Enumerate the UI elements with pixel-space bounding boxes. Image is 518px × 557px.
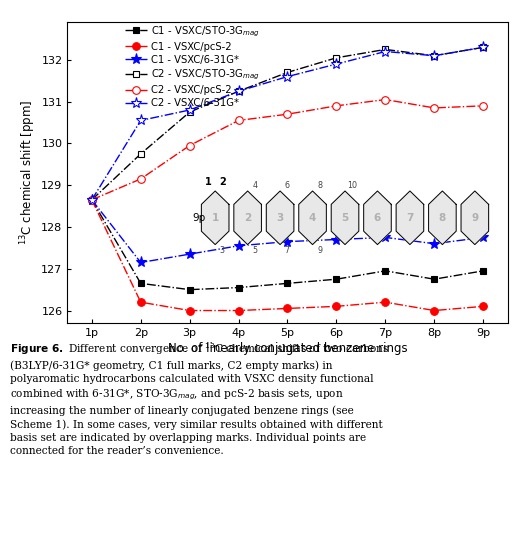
C2 - VSXC/STO-3G$_{mag}$ [138, 150, 144, 157]
C2 - VSXC/6-31G* [138, 117, 144, 124]
Text: 7: 7 [285, 246, 290, 255]
C1 - VSXC/6-31G* [186, 251, 193, 257]
C2 - VSXC/STO-3G$_{mag}$ [431, 52, 437, 59]
Polygon shape [266, 191, 294, 245]
C1 - VSXC/STO-3G$_{mag}$ [236, 284, 242, 291]
C2 - VSXC/pcS-2 [186, 142, 193, 149]
C1 - VSXC/pcS-2 [89, 197, 95, 203]
Text: 4: 4 [309, 213, 316, 223]
Line: C1 - VSXC/pcS-2: C1 - VSXC/pcS-2 [88, 196, 487, 314]
C1 - VSXC/pcS-2 [333, 303, 339, 310]
Text: 1: 1 [205, 177, 211, 187]
C1 - VSXC/6-31G* [89, 197, 95, 203]
C2 - VSXC/pcS-2 [138, 175, 144, 182]
C1 - VSXC/6-31G* [382, 234, 388, 241]
C2 - VSXC/6-31G* [89, 197, 95, 203]
Text: 9: 9 [317, 246, 322, 255]
Line: C2 - VSXC/STO-3G$_{mag}$: C2 - VSXC/STO-3G$_{mag}$ [89, 44, 486, 203]
C1 - VSXC/6-31G* [333, 236, 339, 243]
C2 - VSXC/STO-3G$_{mag}$ [89, 197, 95, 203]
C1 - VSXC/STO-3G$_{mag}$ [89, 197, 95, 203]
C2 - VSXC/6-31G* [382, 48, 388, 55]
Text: 10: 10 [347, 181, 357, 190]
Polygon shape [202, 191, 229, 245]
C2 - VSXC/6-31G* [333, 61, 339, 67]
C2 - VSXC/STO-3G$_{mag}$ [236, 88, 242, 95]
Text: 2: 2 [244, 213, 251, 223]
C1 - VSXC/6-31G* [431, 241, 437, 247]
C2 - VSXC/pcS-2 [382, 96, 388, 103]
C2 - VSXC/6-31G* [431, 52, 437, 59]
Y-axis label: $^{13}$C chemical shift [ppm]: $^{13}$C chemical shift [ppm] [19, 100, 38, 245]
Text: 5: 5 [252, 246, 257, 255]
Text: 9p: 9p [192, 213, 206, 223]
C1 - VSXC/6-31G* [236, 242, 242, 249]
C2 - VSXC/6-31G* [284, 74, 291, 80]
Text: 3: 3 [277, 213, 284, 223]
Polygon shape [331, 191, 359, 245]
C1 - VSXC/6-31G* [138, 259, 144, 266]
Line: C2 - VSXC/pcS-2: C2 - VSXC/pcS-2 [88, 96, 487, 204]
Line: C1 - VSXC/STO-3G$_{mag}$: C1 - VSXC/STO-3G$_{mag}$ [89, 197, 486, 293]
Text: 9: 9 [471, 213, 479, 223]
C2 - VSXC/STO-3G$_{mag}$ [186, 109, 193, 115]
Polygon shape [396, 191, 424, 245]
C1 - VSXC/STO-3G$_{mag}$ [431, 276, 437, 282]
C1 - VSXC/pcS-2 [186, 307, 193, 314]
Polygon shape [299, 191, 326, 245]
C2 - VSXC/6-31G* [186, 107, 193, 114]
C1 - VSXC/STO-3G$_{mag}$ [138, 280, 144, 287]
C2 - VSXC/STO-3G$_{mag}$ [382, 46, 388, 53]
C1 - VSXC/pcS-2 [236, 307, 242, 314]
X-axis label: No. of linearly conjugated benzene rings: No. of linearly conjugated benzene rings [168, 342, 407, 355]
Text: 1: 1 [211, 213, 219, 223]
C2 - VSXC/pcS-2 [431, 105, 437, 111]
Text: 6: 6 [374, 213, 381, 223]
Text: 7: 7 [406, 213, 413, 223]
C1 - VSXC/STO-3G$_{mag}$ [382, 267, 388, 274]
C2 - VSXC/STO-3G$_{mag}$ [480, 44, 486, 51]
C1 - VSXC/STO-3G$_{mag}$ [480, 267, 486, 274]
Text: 6: 6 [285, 181, 290, 190]
Text: 3: 3 [220, 246, 225, 255]
C1 - VSXC/6-31G* [480, 234, 486, 241]
C2 - VSXC/pcS-2 [89, 197, 95, 203]
C2 - VSXC/pcS-2 [480, 102, 486, 109]
C2 - VSXC/STO-3G$_{mag}$ [333, 55, 339, 61]
Text: 2: 2 [219, 177, 226, 187]
Line: C2 - VSXC/6-31G*: C2 - VSXC/6-31G* [86, 42, 489, 206]
Polygon shape [461, 191, 488, 245]
C1 - VSXC/pcS-2 [480, 303, 486, 310]
C2 - VSXC/pcS-2 [284, 111, 291, 118]
Text: 8: 8 [317, 181, 322, 190]
C2 - VSXC/6-31G* [236, 88, 242, 95]
C1 - VSXC/STO-3G$_{mag}$ [333, 276, 339, 282]
C2 - VSXC/6-31G* [480, 44, 486, 51]
Text: 8: 8 [439, 213, 446, 223]
Text: 4: 4 [252, 181, 257, 190]
Legend: C1 - VSXC/STO-3G$_{mag}$, C1 - VSXC/pcS-2, C1 - VSXC/6-31G*, C2 - VSXC/STO-3G$_{: C1 - VSXC/STO-3G$_{mag}$, C1 - VSXC/pcS-… [125, 25, 261, 108]
Text: 5: 5 [341, 213, 349, 223]
C2 - VSXC/pcS-2 [236, 117, 242, 124]
C1 - VSXC/6-31G* [284, 238, 291, 245]
C1 - VSXC/pcS-2 [431, 307, 437, 314]
Line: C1 - VSXC/6-31G*: C1 - VSXC/6-31G* [86, 194, 489, 268]
C1 - VSXC/pcS-2 [284, 305, 291, 312]
C1 - VSXC/pcS-2 [382, 299, 388, 306]
Polygon shape [428, 191, 456, 245]
Text: $\bf{Figure\ 6.}$ Different convergence of $^{13}$C chemical shifts of two carbo: $\bf{Figure\ 6.}$ Different convergence … [10, 341, 390, 457]
Polygon shape [364, 191, 391, 245]
C1 - VSXC/STO-3G$_{mag}$ [284, 280, 291, 287]
Polygon shape [234, 191, 262, 245]
C2 - VSXC/STO-3G$_{mag}$ [284, 69, 291, 76]
C1 - VSXC/pcS-2 [138, 299, 144, 306]
C2 - VSXC/pcS-2 [333, 102, 339, 109]
C1 - VSXC/STO-3G$_{mag}$ [186, 286, 193, 293]
